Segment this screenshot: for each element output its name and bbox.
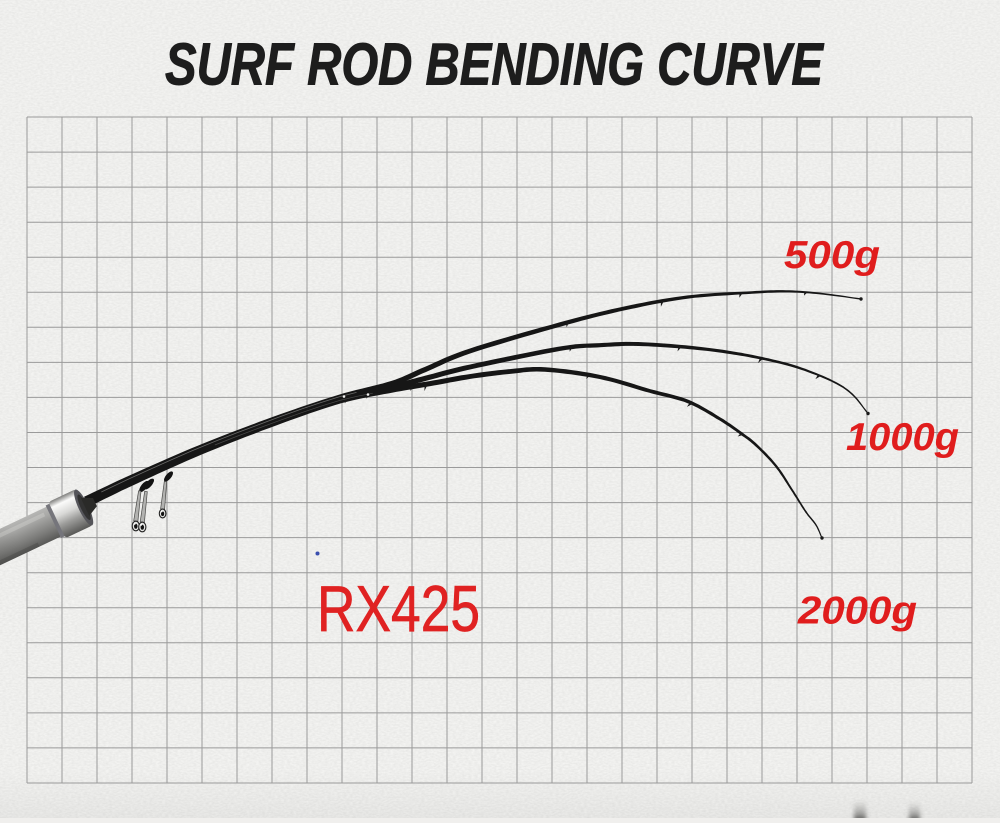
svg-text:1000g: 1000g (846, 416, 959, 459)
svg-text:500g: 500g (784, 234, 880, 277)
svg-text:SURF ROD BENDING CURVE: SURF ROD BENDING CURVE (165, 31, 825, 98)
svg-text:2000g: 2000g (797, 590, 917, 633)
svg-text:RX425: RX425 (317, 572, 480, 645)
